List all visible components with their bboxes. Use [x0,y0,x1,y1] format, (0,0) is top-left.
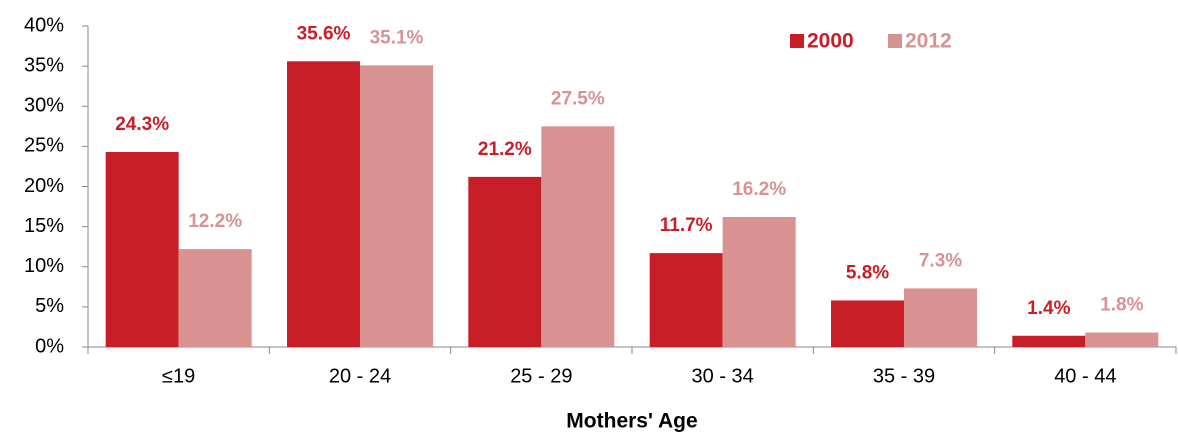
data-label: 27.5% [551,88,605,109]
bar [360,65,433,347]
data-label: 1.4% [1027,298,1070,319]
data-label: 24.3% [115,114,169,135]
bar [831,300,904,347]
x-tick-label: 35 - 39 [873,365,935,387]
x-tick-label: ≤19 [162,365,195,387]
bar [541,126,615,347]
bar [649,253,723,347]
data-label: 1.8% [1100,295,1143,316]
data-label: 5.8% [846,262,889,283]
y-tick-label: 20% [24,175,64,197]
y-tick-label: 40% [24,14,64,36]
data-label: 11.7% [660,215,713,236]
data-label: 21.2% [478,139,532,160]
bar [904,288,977,347]
data-label: 35.1% [370,27,424,48]
x-tick-label: 20 - 24 [329,365,391,387]
y-tick-label: 30% [24,95,64,117]
data-label: 35.6% [297,23,351,44]
legend-swatch [888,34,902,48]
bar [1012,335,1086,347]
legend-swatch [790,34,804,48]
y-tick-label: 5% [35,295,64,317]
bar [722,216,796,347]
y-tick-label: 0% [35,335,64,357]
legend-label: 2000 [807,30,854,53]
y-tick-label: 10% [24,255,64,277]
y-tick-label: 35% [24,54,64,76]
data-label: 12.2% [188,211,242,232]
y-tick-label: 15% [24,215,64,237]
x-tick-label: 40 - 44 [1054,365,1116,387]
bar [178,249,252,347]
bar [1085,332,1159,347]
x-tick-label: 25 - 29 [510,365,572,387]
y-tick-label: 25% [24,135,64,157]
bar [287,61,360,348]
legend-label: 2012 [905,30,952,53]
bar [105,151,179,347]
x-tick-label: 30 - 34 [692,365,754,387]
bar [468,176,542,347]
data-label: 16.2% [732,179,786,200]
data-label: 7.3% [919,250,962,271]
x-axis-title: Mothers' Age [566,410,697,433]
